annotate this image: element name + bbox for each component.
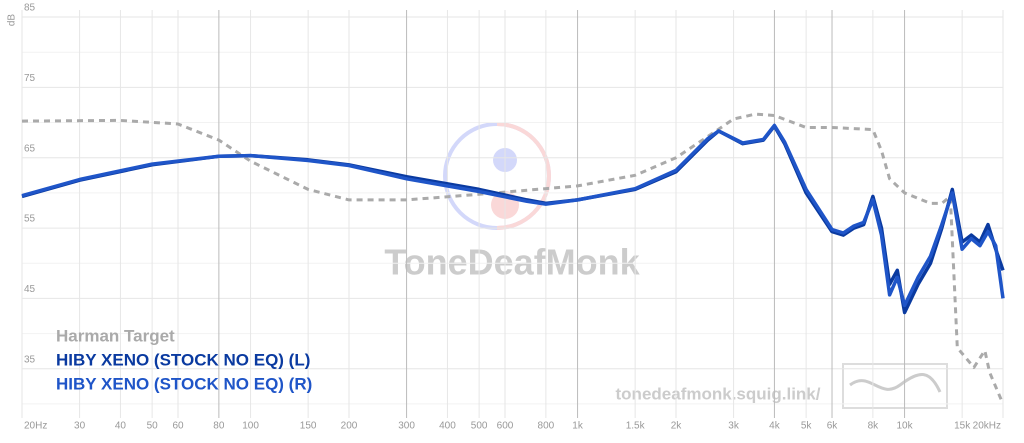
x-tick-label: 30 xyxy=(74,421,86,432)
x-tick-label: 400 xyxy=(439,421,456,432)
legend-entry: HIBY XENO (STOCK NO EQ) (R) xyxy=(56,374,312,393)
x-tick-label: 200 xyxy=(341,421,358,432)
y-tick-label: 45 xyxy=(24,284,36,295)
watermark: ToneDeafMonk xyxy=(384,242,640,283)
x-tick-label: 20kHz xyxy=(973,421,1001,432)
site-label: tonedeafmonk.squig.link/ xyxy=(616,384,821,403)
legend-entry: Harman Target xyxy=(56,326,175,345)
y-tick-label: 65 xyxy=(24,143,36,154)
x-tick-label: 1.5k xyxy=(626,421,646,432)
x-tick-label: 40 xyxy=(115,421,127,432)
x-tick-label: 80 xyxy=(213,421,225,432)
x-tick-label: 500 xyxy=(471,421,488,432)
x-tick-label: 8k xyxy=(868,421,880,432)
x-tick-label: 4k xyxy=(769,421,781,432)
x-tick-label: 50 xyxy=(147,421,159,432)
y-tick-label: 75 xyxy=(24,73,36,84)
site-logo xyxy=(842,363,948,409)
y-tick-label: 35 xyxy=(24,354,36,365)
y-axis-label: dB xyxy=(7,14,18,27)
x-tick-label: 3k xyxy=(728,421,740,432)
x-tick-label: 2k xyxy=(671,421,683,432)
x-tick-label: 10k xyxy=(897,421,914,432)
x-tick-label: 300 xyxy=(398,421,415,432)
x-tick-label: 5k xyxy=(801,421,813,432)
x-tick-label: 600 xyxy=(497,421,514,432)
x-tick-label: 100 xyxy=(242,421,259,432)
frequency-response-line xyxy=(21,123,1005,308)
frequency-response-line xyxy=(21,112,1005,405)
x-tick-label: 150 xyxy=(300,421,317,432)
x-tick-label: 1k xyxy=(572,421,584,432)
x-tick-label: 60 xyxy=(172,421,184,432)
y-tick-label: 85 xyxy=(24,3,36,14)
x-tick-label: 6k xyxy=(827,421,839,432)
x-tick-label: 20Hz xyxy=(24,421,47,432)
y-tick-label: 55 xyxy=(24,214,36,225)
x-tick-label: 800 xyxy=(538,421,555,432)
legend-entry: HIBY XENO (STOCK NO EQ) (L) xyxy=(56,350,310,369)
x-tick-label: 15k xyxy=(954,421,971,432)
watermark-logo xyxy=(443,122,551,230)
